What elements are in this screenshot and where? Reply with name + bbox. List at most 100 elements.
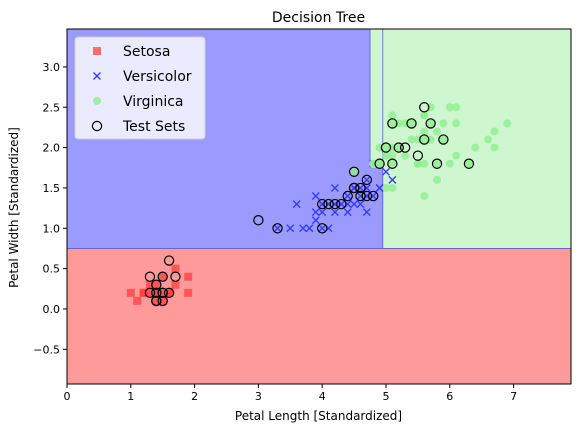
point-virginica bbox=[433, 175, 442, 184]
plot-frame bbox=[66, 28, 572, 385]
point-virginica bbox=[375, 159, 384, 168]
point-test-sets bbox=[157, 295, 168, 307]
point-test-sets bbox=[157, 287, 168, 299]
point-test-sets bbox=[253, 215, 264, 226]
point-virginica bbox=[381, 151, 390, 160]
point-versicolor bbox=[311, 208, 320, 217]
point-test-sets bbox=[425, 118, 436, 129]
x-tick-label: 5 bbox=[382, 390, 389, 403]
point-test-sets bbox=[272, 223, 283, 234]
decision-region-virginica bbox=[370, 29, 383, 168]
x-tick-label: 3 bbox=[255, 390, 262, 403]
x-axis: 0 1 2 3 4 5 6 7 bbox=[64, 384, 517, 403]
point-test-sets bbox=[157, 271, 168, 282]
x-tick-label: 6 bbox=[446, 390, 453, 403]
point-versicolor bbox=[356, 200, 365, 209]
series-test-sets bbox=[144, 102, 475, 307]
point-setosa bbox=[152, 296, 161, 305]
point-setosa bbox=[139, 288, 148, 297]
point-setosa bbox=[165, 288, 174, 297]
point-test-sets bbox=[144, 271, 156, 282]
point-test-sets bbox=[336, 198, 347, 210]
point-test-sets bbox=[163, 255, 175, 266]
point-virginica bbox=[445, 159, 454, 168]
point-test-sets bbox=[438, 134, 449, 145]
y-tick-label: 2.0 bbox=[43, 142, 61, 155]
y-tick-label: 2.5 bbox=[43, 101, 61, 114]
point-versicolor bbox=[343, 192, 352, 201]
point-virginica bbox=[420, 159, 429, 168]
point-test-sets bbox=[151, 279, 162, 290]
point-versicolor bbox=[362, 208, 371, 217]
point-virginica bbox=[439, 119, 448, 128]
point-versicolor bbox=[330, 183, 339, 192]
point-test-sets bbox=[355, 190, 366, 202]
point-virginica bbox=[401, 151, 410, 160]
point-setosa bbox=[171, 280, 180, 289]
point-virginica bbox=[420, 127, 429, 136]
chart-title: Decision Tree bbox=[272, 10, 365, 26]
point-test-sets bbox=[355, 182, 366, 194]
point-virginica bbox=[426, 119, 435, 128]
point-virginica bbox=[490, 143, 499, 152]
point-test-sets bbox=[412, 150, 424, 161]
point-test-sets bbox=[151, 287, 162, 299]
y-tick-label: 0.5 bbox=[43, 263, 61, 276]
point-versicolor bbox=[311, 216, 320, 225]
legend-label: Test Sets bbox=[122, 119, 185, 135]
point-test-sets bbox=[163, 287, 175, 299]
y-tick-label: 1.0 bbox=[43, 222, 61, 235]
point-test-sets bbox=[316, 198, 328, 210]
point-versicolor bbox=[318, 224, 327, 233]
legend-item-virginica: Virginica bbox=[93, 94, 183, 110]
legend-marker-virginica bbox=[93, 97, 101, 105]
legend-label: Setosa bbox=[123, 44, 170, 60]
point-virginica bbox=[433, 127, 442, 136]
legend-box bbox=[74, 36, 206, 140]
point-setosa bbox=[152, 288, 161, 297]
point-test-sets bbox=[368, 190, 379, 202]
legend-item-versicolor: Versicolor bbox=[93, 69, 192, 85]
point-setosa bbox=[126, 288, 135, 297]
point-setosa bbox=[145, 280, 154, 289]
x-tick-label: 7 bbox=[510, 390, 517, 403]
y-tick-label: 0.0 bbox=[43, 303, 61, 316]
point-virginica bbox=[420, 135, 429, 144]
point-test-sets bbox=[348, 182, 360, 194]
decision-region-setosa bbox=[67, 248, 571, 384]
point-versicolor bbox=[388, 175, 397, 184]
point-virginica bbox=[452, 151, 461, 160]
legend-label: Virginica bbox=[123, 94, 183, 110]
point-versicolor bbox=[350, 200, 359, 209]
point-test-sets bbox=[387, 118, 398, 129]
point-test-sets bbox=[361, 174, 373, 186]
legend-item-setosa: Setosa bbox=[93, 44, 170, 60]
x-tick-label: 0 bbox=[64, 390, 71, 403]
point-virginica bbox=[388, 151, 397, 160]
point-test-sets bbox=[151, 295, 162, 307]
y-tick-label: 3.0 bbox=[43, 61, 61, 74]
point-versicolor bbox=[286, 224, 295, 233]
point-versicolor bbox=[362, 175, 371, 184]
point-test-sets bbox=[323, 198, 334, 210]
point-virginica bbox=[503, 119, 512, 128]
y-axis: −0.5 0.0 0.5 1.0 1.5 2.0 2.5 3.0 bbox=[33, 61, 67, 356]
point-versicolor bbox=[273, 224, 282, 233]
point-test-sets bbox=[380, 142, 392, 153]
point-versicolor bbox=[381, 167, 390, 176]
point-versicolor bbox=[292, 200, 301, 209]
point-test-sets bbox=[431, 158, 443, 169]
point-virginica bbox=[407, 135, 416, 144]
y-axis-label: Petal Width [Standardized] bbox=[7, 127, 21, 288]
point-test-sets bbox=[406, 118, 417, 129]
point-virginica bbox=[381, 183, 390, 192]
point-test-sets bbox=[348, 166, 360, 178]
point-versicolor bbox=[343, 208, 352, 217]
point-virginica bbox=[388, 159, 397, 168]
point-test-sets bbox=[329, 198, 341, 210]
point-versicolor bbox=[318, 208, 327, 217]
x-axis-label: Petal Length [Standardized] bbox=[235, 409, 402, 423]
point-versicolor bbox=[330, 208, 339, 217]
point-virginica bbox=[464, 159, 473, 168]
point-setosa bbox=[145, 288, 154, 297]
